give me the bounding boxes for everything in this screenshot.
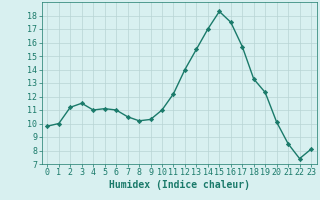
X-axis label: Humidex (Indice chaleur): Humidex (Indice chaleur) <box>109 180 250 190</box>
